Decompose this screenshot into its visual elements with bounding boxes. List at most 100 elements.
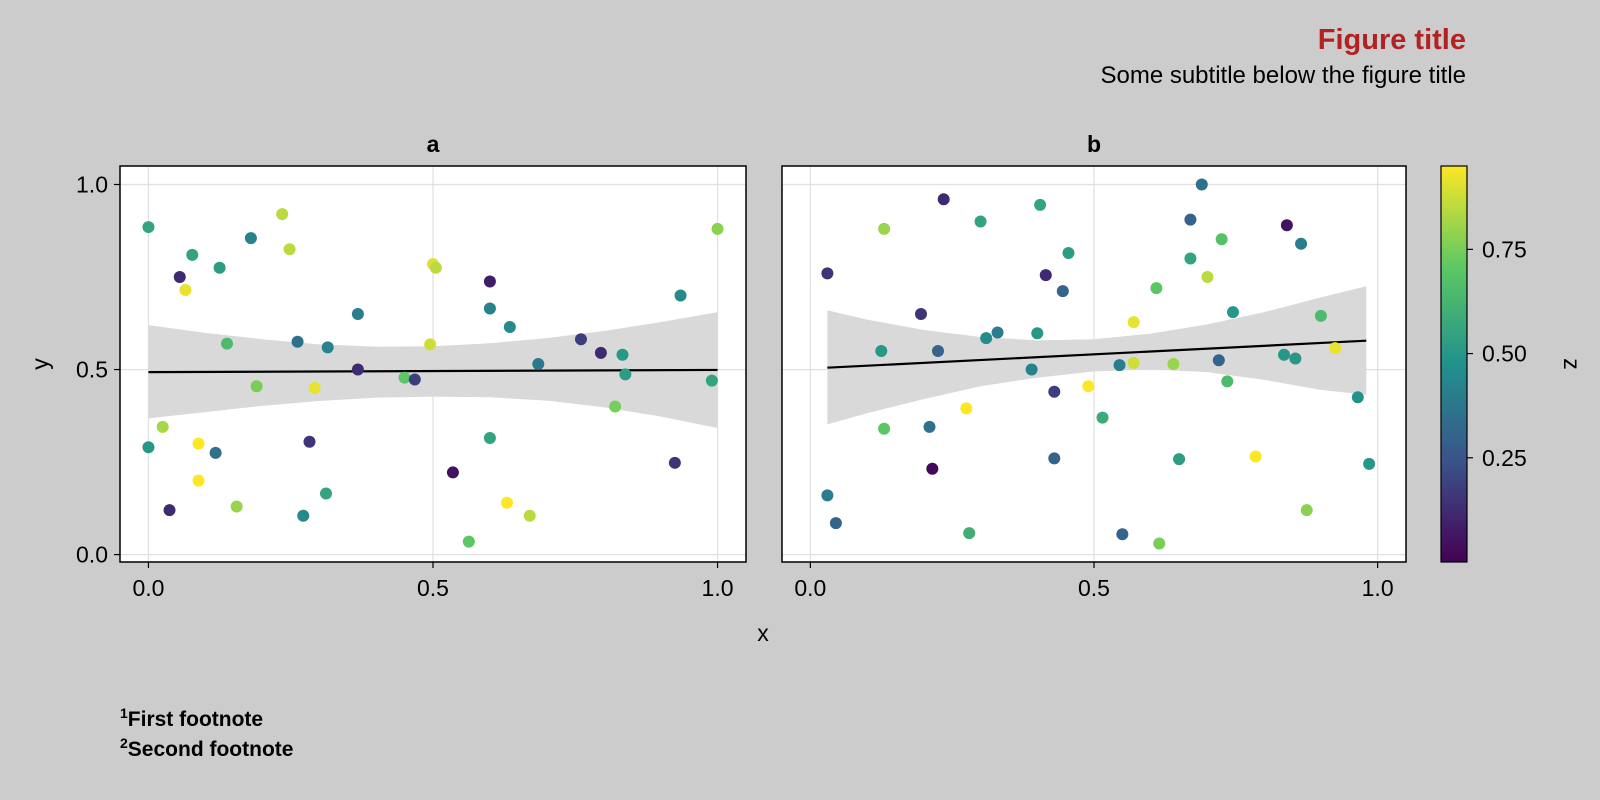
figure-subtitle: Some subtitle below the figure title (1100, 62, 1466, 89)
scatter-point (974, 215, 987, 228)
scatter-point (1212, 354, 1225, 367)
scatter-point (1201, 271, 1214, 284)
scatter-point (980, 332, 993, 345)
scatter-point (1280, 219, 1293, 232)
scatter-point (674, 289, 687, 302)
scatter-point (321, 341, 334, 354)
colorbar-ticks: 0.25 0.50 0.75 (1467, 236, 1527, 471)
scatter-point (179, 283, 192, 296)
footnote-1-marker: 1 (120, 705, 128, 721)
figure-title: Figure title (1318, 24, 1466, 56)
scatter-point (705, 374, 718, 387)
scatter-point (1249, 450, 1262, 463)
colorbar-label: z (1559, 358, 1585, 370)
scatter-point (1295, 237, 1308, 250)
scatter-point (156, 420, 169, 433)
scatter-point (875, 345, 888, 358)
colorbar-tick-label: 0.50 (1482, 341, 1527, 367)
scatter-point (1048, 385, 1061, 398)
scatter-point (283, 243, 296, 256)
scatter-point (308, 382, 321, 395)
scatter-point (1039, 269, 1052, 282)
scatter-point (960, 402, 973, 415)
scatter-point (963, 527, 976, 540)
scatter-point (1127, 316, 1140, 329)
scatter-point (351, 363, 364, 376)
scatter-point (1116, 528, 1129, 541)
scatter-point (1278, 348, 1291, 361)
scatter-point (163, 504, 176, 517)
fit-line (827, 339, 1367, 369)
footnote-2: 2Second footnote (120, 735, 293, 761)
confidence-band (827, 286, 1367, 425)
y-tick-label: 1.0 (76, 172, 108, 198)
scatter-point (991, 326, 1004, 339)
x-tick-label: 1.0 (1362, 575, 1394, 601)
scatter-point (351, 308, 364, 321)
scatter-point (209, 446, 222, 459)
scatter-point (937, 193, 950, 206)
scatter-point (1096, 411, 1109, 424)
fit-line-b (827, 339, 1367, 369)
scatter-point (1048, 452, 1061, 465)
panel-b: 0.0 0.5 1.0 b (781, 131, 1407, 601)
scatter-point (1167, 358, 1180, 370)
scatter-point (1221, 375, 1234, 388)
scatter-point (878, 422, 891, 435)
scatter-point (429, 261, 442, 274)
scatter-point (320, 487, 333, 500)
scatter-points-b (821, 178, 1376, 550)
svg-text:1First footnote: 1First footnote (120, 705, 263, 731)
scatter-point (424, 338, 437, 351)
scatter-point (1289, 352, 1302, 365)
confidence-band-b (827, 286, 1367, 425)
scatter-point (291, 335, 304, 348)
scatter-point (483, 302, 496, 315)
x-axis-label: x (757, 620, 769, 646)
colorbar-tick-label: 0.75 (1482, 236, 1527, 262)
scatter-point (1127, 356, 1140, 369)
colorbar-gradient (1440, 165, 1468, 563)
scatter-point (616, 348, 629, 361)
scatter-point (932, 345, 944, 358)
scatter-point (1034, 198, 1047, 211)
scatter-point (1195, 178, 1208, 191)
scatter-point (230, 500, 243, 513)
footnote-1-text: First footnote (128, 708, 263, 731)
scatter-points-a (142, 208, 724, 548)
x-ticks-b: 0.0 0.5 1.0 (794, 562, 1394, 601)
scatter-point (1226, 306, 1239, 319)
x-ticks-a: 0.0 0.5 1.0 (132, 562, 734, 601)
scatter-point (821, 267, 834, 280)
colorbar: 0.25 0.50 0.75 z (1440, 165, 1585, 563)
scatter-point (711, 222, 724, 235)
x-tick-label: 0.0 (132, 575, 164, 601)
scatter-point (574, 333, 587, 346)
x-tick-label: 1.0 (702, 575, 734, 601)
x-tick-label: 0.5 (417, 575, 449, 601)
scatter-point (594, 346, 607, 359)
scatter-point (173, 271, 186, 284)
y-tick-label: 0.5 (76, 357, 108, 383)
scatter-point (483, 275, 496, 288)
scatter-point (1082, 380, 1095, 393)
footnote-2-marker: 2 (120, 735, 128, 751)
scatter-point (220, 337, 233, 350)
colorbar-tick-label: 0.25 (1482, 445, 1527, 471)
scatter-point (532, 358, 545, 370)
scatter-point (408, 373, 421, 386)
scatter-point (503, 320, 516, 333)
scatter-point (1184, 252, 1197, 265)
scatter-point (446, 466, 459, 479)
scatter-point (1025, 363, 1038, 376)
scatter-point (1062, 246, 1075, 259)
scatter-point (1056, 285, 1069, 298)
scatter-point (192, 474, 205, 487)
scatter-point (668, 456, 681, 469)
x-tick-label: 0.0 (794, 575, 826, 601)
scatter-point (276, 208, 289, 221)
scatter-point (462, 535, 475, 548)
scatter-point (192, 437, 205, 450)
scatter-point (1153, 537, 1166, 550)
